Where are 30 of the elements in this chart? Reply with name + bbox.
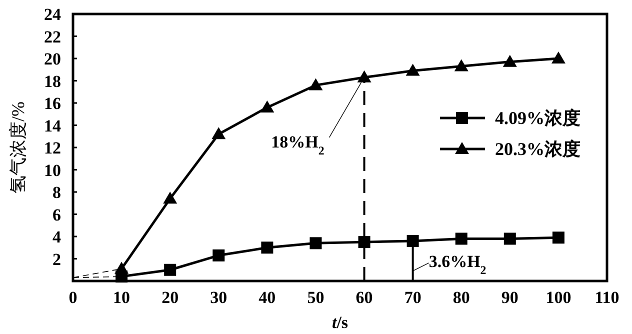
x-tick-label: 20 bbox=[162, 288, 179, 307]
x-tick-label: 10 bbox=[113, 288, 130, 307]
y-tick-label: 16 bbox=[44, 94, 61, 113]
y-tick-label: 4 bbox=[52, 228, 62, 246]
y-tick-label: 2 bbox=[52, 250, 61, 269]
x-tick-label: 60 bbox=[356, 288, 373, 307]
x-tick-label: 40 bbox=[258, 288, 276, 307]
x-tick-label: 80 bbox=[452, 288, 470, 307]
x-tick-label: 90 bbox=[501, 288, 518, 307]
legend-label: 20.3%浓度 bbox=[495, 139, 580, 159]
x-tick-label: 50 bbox=[307, 288, 324, 307]
x-tick-label: 100 bbox=[546, 288, 572, 307]
x-tick-label: 70 bbox=[404, 288, 422, 307]
x-tick-label: 0 bbox=[68, 288, 78, 307]
annotation: 3.6%H$_{2}$ bbox=[428, 252, 486, 277]
y-tick-label: 20 bbox=[44, 50, 61, 68]
annotation: 18%H$_{2}$ bbox=[271, 132, 324, 158]
y-tick-label: 14 bbox=[44, 116, 62, 136]
y-tick-label: 10 bbox=[44, 160, 61, 180]
x-tick-label: 30 bbox=[210, 288, 228, 307]
y-tick-label: 24 bbox=[44, 5, 62, 24]
x-tick-label: 110 bbox=[594, 288, 620, 307]
x-axis-title: t/s bbox=[332, 313, 348, 332]
y-tick-label: 18 bbox=[44, 72, 61, 91]
legend-label: 4.09%浓度 bbox=[495, 108, 580, 128]
y-tick-label: 6 bbox=[52, 205, 61, 224]
y-tick-label: 12 bbox=[44, 138, 61, 158]
y-tick-label: 8 bbox=[52, 183, 61, 202]
y-tick-label: 22 bbox=[44, 27, 61, 46]
y-axis-title: 氢气浓度/% bbox=[8, 102, 28, 194]
